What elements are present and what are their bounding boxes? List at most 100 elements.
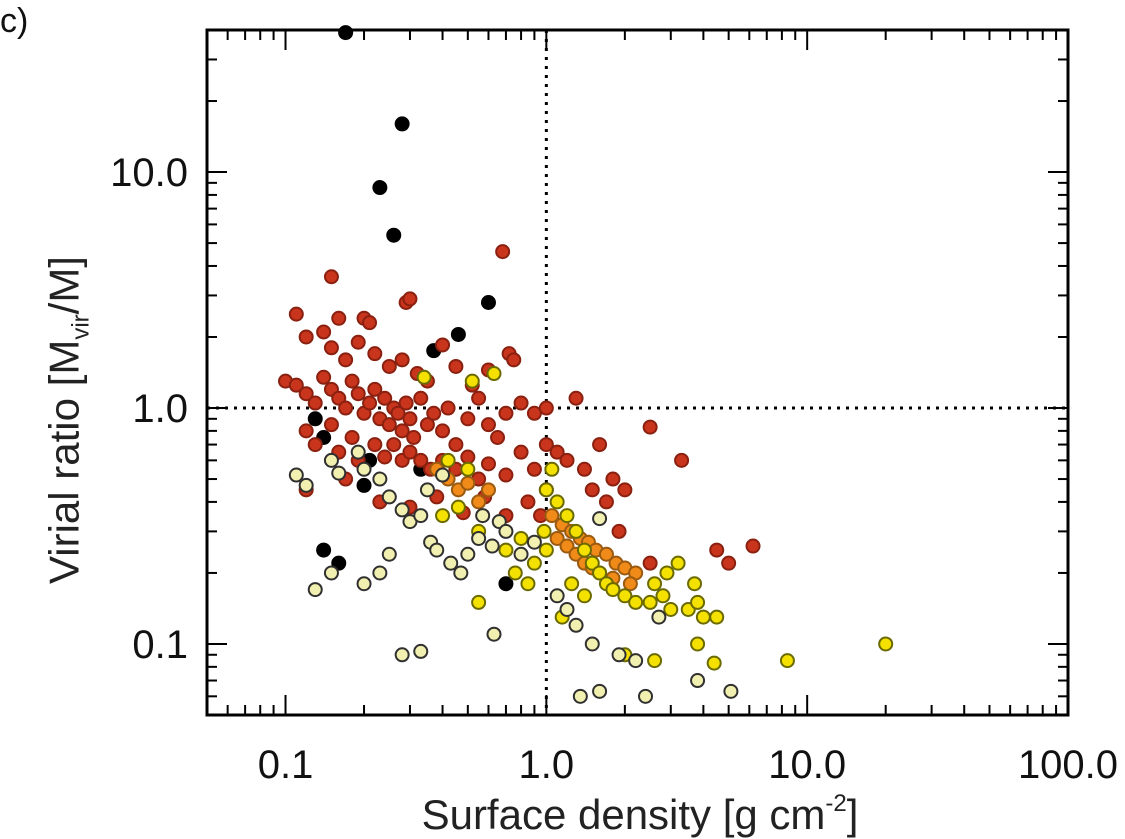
data-point-yellow <box>592 565 608 581</box>
data-point-red <box>605 471 621 487</box>
data-point-pale <box>429 542 445 558</box>
x-tick-label: 100.0 <box>1018 743 1118 787</box>
data-point-pale <box>419 482 435 498</box>
data-point-red <box>538 400 554 416</box>
data-point-pale <box>484 538 500 554</box>
data-point-red <box>480 456 496 472</box>
x-tick-label: 0.1 <box>258 743 314 787</box>
data-point-yellow <box>538 542 554 558</box>
data-point-red <box>471 390 487 406</box>
data-point-pale <box>611 647 627 663</box>
data-point-red <box>598 494 614 510</box>
data-point-red <box>367 437 383 453</box>
data-point-red <box>307 437 323 453</box>
x-axis-label: Surface density [g cm-2] <box>421 790 859 838</box>
data-point-yellow <box>695 609 711 625</box>
data-point-red <box>381 417 397 433</box>
data-point-yellow <box>690 594 706 610</box>
data-point-pale <box>323 565 339 581</box>
data-point-pale <box>381 489 397 505</box>
data-point-yellow <box>779 653 795 669</box>
data-point-yellow <box>564 576 580 592</box>
data-point-black <box>338 25 354 41</box>
data-point-yellow <box>440 452 456 468</box>
tick-labels: 0.1 1.0 10.0 100.0 0.1 1.0 10.0 <box>110 151 1118 787</box>
data-point-pale <box>651 609 667 625</box>
axis-ticks <box>206 29 1069 716</box>
data-point-pale <box>723 683 739 699</box>
data-point-red <box>448 358 464 374</box>
data-point-red <box>721 555 737 571</box>
data-point-red <box>440 400 456 416</box>
data-point-pale <box>559 601 575 617</box>
data-point-red <box>617 482 633 498</box>
data-point-yellow <box>709 609 725 625</box>
data-point-black <box>331 555 347 571</box>
y-tick-label: 0.1 <box>132 623 188 667</box>
data-point-pale <box>323 452 339 468</box>
data-point-red <box>331 310 347 326</box>
data-point-red <box>338 352 354 368</box>
data-point-yellow <box>538 482 554 498</box>
data-point-pale <box>584 636 600 652</box>
data-point-yellow <box>450 499 466 515</box>
data-point-yellow <box>435 508 451 524</box>
data-point-red <box>381 358 397 374</box>
data-point-pale <box>356 576 372 592</box>
data-point-yellow <box>642 594 658 610</box>
data-point-red <box>559 452 575 468</box>
data-point-yellow <box>549 494 565 510</box>
data-point-yellow <box>655 588 671 604</box>
data-point-red <box>377 449 393 465</box>
data-point-red <box>642 555 658 571</box>
data-point-pale <box>592 511 608 527</box>
data-point-red <box>490 429 506 445</box>
data-point-black <box>450 326 466 342</box>
series-pale <box>288 444 739 704</box>
data-point-red <box>298 386 314 402</box>
data-point-red <box>513 444 529 460</box>
y-axis-label: Virial ratio [Mvir/M] <box>40 256 95 584</box>
data-point-yellow <box>576 542 592 558</box>
data-point-black <box>386 227 402 243</box>
data-point-yellow <box>526 555 542 571</box>
data-point-red <box>480 417 496 433</box>
data-point-yellow <box>605 582 621 598</box>
x-tick-label: 10.0 <box>768 743 846 787</box>
data-point-pale <box>394 502 410 518</box>
data-point-red <box>398 395 414 411</box>
data-point-black <box>394 116 410 132</box>
data-point-yellow <box>513 530 529 546</box>
data-point-red <box>402 411 418 427</box>
data-point-red <box>611 523 627 539</box>
data-point-pale <box>471 530 487 546</box>
data-point-pale <box>460 546 476 562</box>
data-point-pale <box>628 653 644 669</box>
data-point-orange <box>622 576 638 592</box>
data-point-black <box>316 542 332 558</box>
data-point-red <box>288 306 304 322</box>
data-point-red <box>350 334 366 350</box>
data-point-yellow <box>498 542 514 558</box>
data-point-red <box>298 329 314 345</box>
data-point-yellow <box>647 576 663 592</box>
data-point-red <box>549 444 565 460</box>
data-point-pale <box>394 647 410 663</box>
data-point-orange <box>544 508 560 524</box>
data-point-pale <box>443 555 459 571</box>
y-tick-label: 1.0 <box>132 387 188 431</box>
data-point-pale <box>572 688 588 704</box>
data-point-red <box>576 461 592 477</box>
data-point-red <box>495 244 511 260</box>
data-point-red <box>498 467 514 483</box>
data-point-red <box>568 390 584 406</box>
data-point-yellow <box>706 655 722 671</box>
data-point-yellow <box>520 576 536 592</box>
data-point-pale <box>288 467 304 483</box>
data-point-red <box>394 423 410 439</box>
data-point-yellow <box>584 555 600 571</box>
data-point-pale <box>307 582 323 598</box>
data-point-pale <box>381 546 397 562</box>
data-point-red <box>435 337 451 353</box>
